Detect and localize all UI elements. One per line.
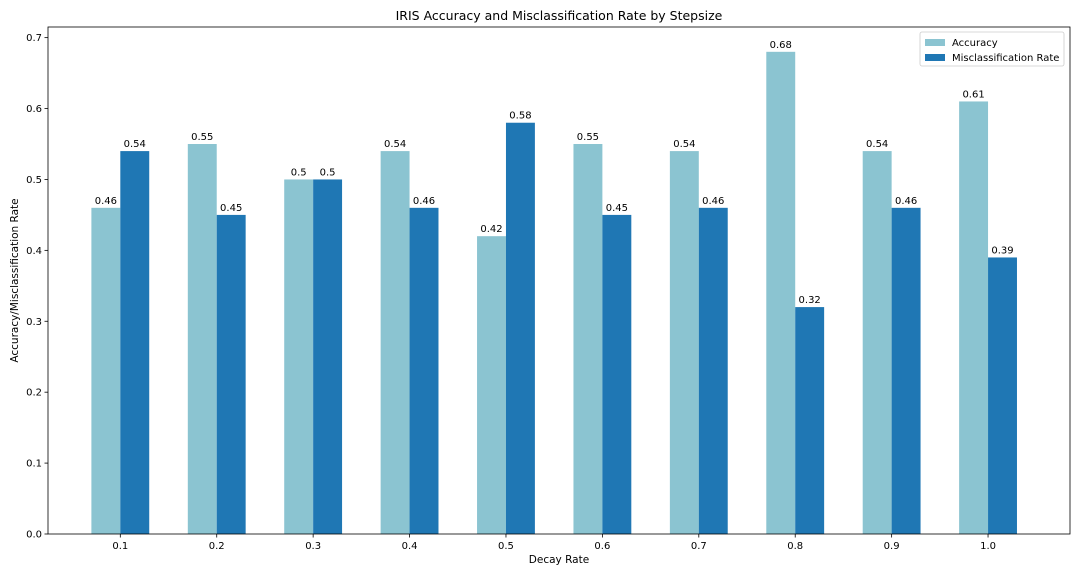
chart-title: IRIS Accuracy and Misclassification Rate… (396, 8, 723, 23)
data-label: 0.54 (384, 139, 406, 150)
x-tick-label: 0.1 (112, 541, 128, 552)
legend-label: Misclassification Rate (952, 53, 1059, 64)
x-tick-label: 0.2 (209, 541, 225, 552)
bar-misclassification-0.7 (698, 207, 728, 534)
data-labels-group: 0.46 0.55 0.5 0.54 0.42 0.55 0.54 0.68 0.54 0.61 0… (95, 40, 1014, 306)
y-axis-label: Accuracy/Misclassification Rate (9, 198, 21, 362)
data-label: 0.68 (770, 40, 792, 51)
data-label: 0.55 (191, 132, 213, 143)
legend-label: Accuracy (952, 38, 998, 49)
bar-misclassification-0.3 (313, 179, 343, 535)
data-label: 0.39 (991, 245, 1013, 256)
data-label: 0.45 (606, 203, 628, 214)
x-tick-label: 0.7 (691, 541, 707, 552)
data-label: 0.54 (124, 139, 146, 150)
data-label: 0.46 (895, 196, 917, 207)
x-tick-label: 1.0 (980, 541, 996, 552)
legend: Accuracy Misclassification Rate (919, 31, 1065, 67)
x-tick-label: 0.3 (305, 541, 321, 552)
bar-accuracy-1.0 (959, 101, 989, 535)
bar-misclassification-0.6 (602, 214, 632, 534)
data-label: 0.46 (413, 196, 435, 207)
data-label: 0.42 (480, 224, 502, 235)
legend-box (919, 31, 1065, 67)
data-label: 0.46 (702, 196, 724, 207)
legend-swatch (925, 54, 945, 61)
bar-misclassification-1.0 (988, 257, 1017, 534)
data-label: 0.46 (95, 196, 117, 207)
y-tick-label: 0.2 (26, 388, 42, 399)
bar-misclassification-0.9 (891, 207, 921, 534)
data-label: 0.58 (509, 111, 531, 122)
bar-accuracy-0.4 (380, 151, 410, 534)
y-tick-label: 0.0 (26, 530, 42, 541)
data-label: 0.54 (673, 139, 695, 150)
y-tick-label: 0.3 (26, 317, 42, 328)
x-tick-label: 0.6 (594, 541, 610, 552)
legend-swatch (925, 39, 945, 46)
bar-accuracy-0.3 (284, 179, 314, 535)
bar-misclassification-0.1 (120, 151, 150, 534)
bar-accuracy-0.2 (187, 144, 217, 534)
x-tick-label: 0.5 (498, 541, 514, 552)
y-tick-label: 0.5 (26, 175, 42, 186)
x-tick-label: 0.8 (787, 541, 803, 552)
bar-misclassification-0.2 (216, 214, 246, 534)
data-label: 0.32 (799, 295, 821, 306)
data-label: 0.5 (291, 167, 307, 178)
bar-accuracy-0.5 (477, 236, 506, 534)
bars-group (91, 51, 1017, 535)
x-tick-label: 0.4 (402, 541, 418, 552)
bar-misclassification-0.5 (505, 122, 535, 535)
bar-misclassification-0.8 (795, 307, 825, 534)
y-tick-label: 0.1 (26, 459, 42, 470)
y-tick-label: 0.6 (26, 104, 42, 115)
bar-accuracy-0.7 (669, 151, 699, 534)
x-tick-label: 0.9 (884, 541, 900, 552)
data-label: 0.55 (577, 132, 599, 143)
data-label: 0.54 (866, 139, 888, 150)
axes-group: 0.00.10.20.30.40.50.60.70.1 0.2 0.3 0.4 0.5 0… (26, 26, 1071, 552)
data-label: 0.5 (320, 167, 336, 178)
bar-accuracy-0.8 (766, 51, 796, 535)
bar-accuracy-0.6 (573, 144, 603, 534)
bar-misclassification-0.4 (409, 207, 439, 534)
y-tick-label: 0.4 (26, 246, 42, 257)
bar-accuracy-0.9 (862, 151, 892, 534)
data-label: 0.61 (962, 89, 984, 100)
y-tick-label: 0.7 (26, 33, 42, 44)
x-axis-label: Decay Rate (529, 554, 589, 566)
plot-frame (47, 26, 1071, 535)
bar-accuracy-0.1 (91, 207, 121, 534)
data-label: 0.45 (220, 203, 242, 214)
